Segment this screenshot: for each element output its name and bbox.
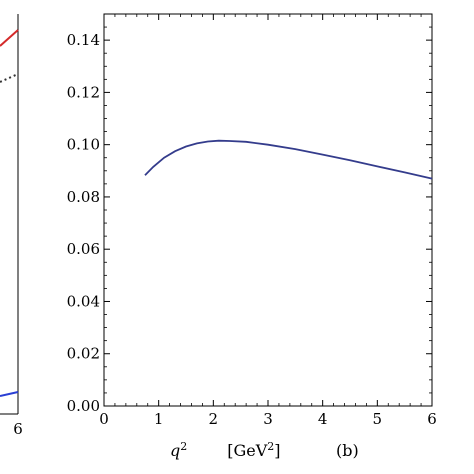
ticks (103, 14, 433, 407)
x-tick-label: 6 (427, 410, 437, 428)
y-tick-label: 0.14 (67, 31, 100, 49)
x-axis-label-q: q (170, 441, 180, 460)
panel-a: 6 (0, 14, 23, 438)
y-tick-label: 0.00 (67, 397, 100, 415)
tick-labels: 0 1 2 3 4 5 6 0.00 0.02 0.04 0.06 0.08 0.10 0.12 0.14 (67, 31, 437, 428)
panel-a-series-line (0, 73, 19, 83)
panel-b: 0 1 2 3 4 5 60.000.020.040.060.080.100.120.14 … (67, 13, 437, 461)
x-tick-label: 4 (318, 410, 328, 428)
x-tick-label: 2 (209, 410, 219, 428)
x-axis-label: q2 [GeV2] (170, 440, 281, 461)
panel-a-series-line (0, 29, 19, 47)
x-axis-label-exp: 2 (180, 440, 187, 453)
x-axis-unit: [GeV (227, 441, 267, 460)
x-tick-label: 1 (154, 410, 164, 428)
x-axis-unit-close: ] (274, 441, 280, 460)
y-tick-label: 0.10 (67, 136, 100, 154)
y-tick-label: 0.02 (67, 345, 100, 363)
y-tick-label: 0.06 (67, 240, 100, 258)
x-tick-label: 5 (373, 410, 383, 428)
panel-caption: (b) (336, 441, 359, 460)
plot-frame (103, 13, 433, 407)
x-tick-label: 0 (99, 410, 109, 428)
panel-a-x-tick-label: 6 (13, 420, 23, 438)
x-tick-label: 3 (263, 410, 273, 428)
x-axis-unit-exp: 2 (267, 440, 274, 453)
y-tick-label: 0.08 (67, 188, 100, 206)
panel-a-series-line (0, 391, 19, 397)
series-line (144, 139, 433, 180)
panel-a-series (0, 29, 19, 397)
y-tick-label: 0.04 (67, 292, 100, 310)
y-tick-label: 0.12 (67, 83, 100, 101)
